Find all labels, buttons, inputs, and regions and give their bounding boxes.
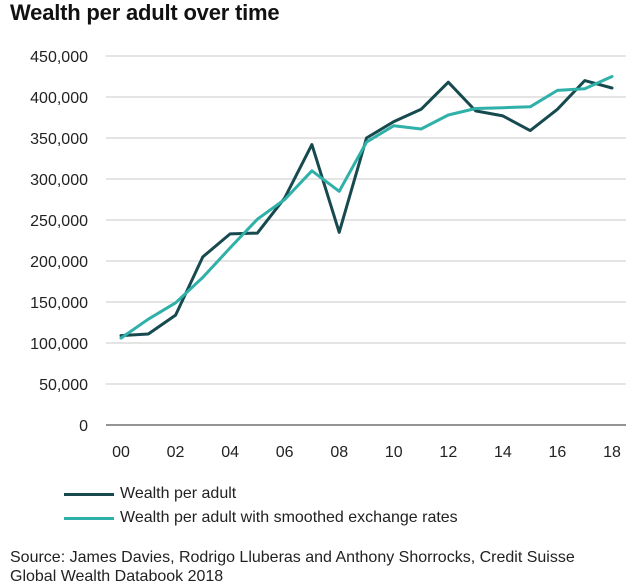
y-tick-label: 0 xyxy=(79,418,88,435)
x-tick-label: 00 xyxy=(112,444,130,461)
y-tick-label: 400,000 xyxy=(30,90,88,107)
source-line-2: Global Wealth Databook 2018 xyxy=(10,568,224,585)
source-line-1: Source: James Davies, Rodrigo Lluberas a… xyxy=(10,549,575,566)
y-tick-label: 150,000 xyxy=(30,295,88,312)
legend-item-wealth: Wealth per adult xyxy=(64,482,458,506)
x-tick-label: 12 xyxy=(439,444,457,461)
x-axis-ticks: 00 02 04 06 08 10 12 14 16 18 xyxy=(112,444,621,461)
legend-swatch-smoothed xyxy=(64,516,114,520)
legend-swatch-wealth xyxy=(64,492,114,496)
y-tick-label: 50,000 xyxy=(39,377,88,394)
x-tick-label: 04 xyxy=(221,444,239,461)
gridlines xyxy=(106,55,626,426)
y-tick-label: 350,000 xyxy=(30,131,88,148)
y-axis-ticks: 0 50,000 100,000 150,000 200,000 250,000 300,0… xyxy=(30,49,88,435)
x-tick-label: 02 xyxy=(167,444,185,461)
series-line-wealth xyxy=(119,79,614,338)
x-tick-label: 18 xyxy=(603,444,621,461)
series-line-smoothed xyxy=(119,75,614,340)
y-tick-label: 450,000 xyxy=(30,49,88,66)
y-tick-label: 250,000 xyxy=(30,213,88,230)
legend-item-smoothed: Wealth per adult with smoothed exchange … xyxy=(64,506,458,530)
x-tick-label: 08 xyxy=(330,444,348,461)
x-tick-label: 14 xyxy=(494,444,512,461)
source-note: Source: James Davies, Rodrigo Lluberas a… xyxy=(10,548,575,586)
line-chart: 0 50,000 100,000 150,000 200,000 250,000 300,0… xyxy=(30,49,626,461)
series-lines xyxy=(119,75,614,340)
legend-label-wealth: Wealth per adult xyxy=(120,485,237,502)
x-tick-label: 10 xyxy=(385,444,403,461)
x-tick-label: 16 xyxy=(549,444,567,461)
legend-label-smoothed: Wealth per adult with smoothed exchange … xyxy=(120,509,458,526)
chart-title: Wealth per adult over time xyxy=(10,0,280,25)
x-tick-label: 06 xyxy=(276,444,294,461)
y-tick-label: 300,000 xyxy=(30,172,88,189)
y-tick-label: 200,000 xyxy=(30,254,88,271)
legend: Wealth per adult Wealth per adult with s… xyxy=(64,482,458,530)
y-tick-label: 100,000 xyxy=(30,336,88,353)
